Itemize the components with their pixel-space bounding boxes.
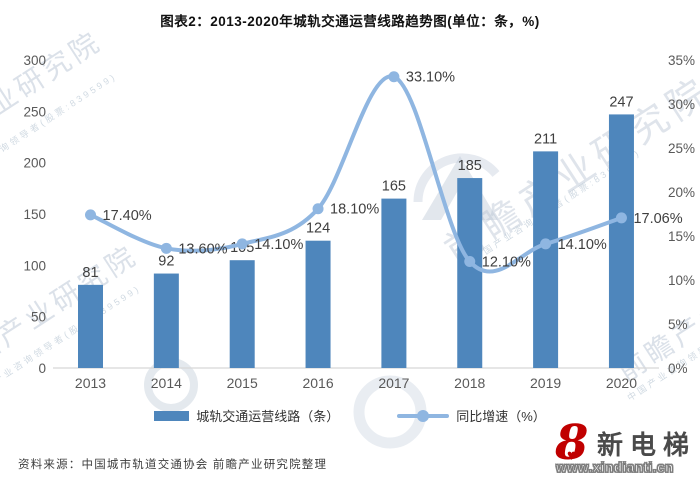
- right-axis-tick: 15%: [668, 229, 695, 244]
- line-value-label: 18.10%: [330, 202, 379, 218]
- x-axis-label: 2015: [227, 375, 258, 391]
- line-point: [464, 256, 476, 268]
- bar: [305, 240, 331, 368]
- line-value-label: 12.10%: [482, 255, 531, 271]
- legend-item-line: 同比增速（%）: [397, 406, 546, 425]
- bar-value-label: 81: [82, 265, 98, 281]
- bar: [457, 178, 483, 368]
- x-axis-label: 2014: [151, 375, 182, 391]
- bar-value-label: 185: [458, 158, 482, 174]
- bar-value-label: 92: [158, 254, 174, 270]
- chart-canvas: 0 50 100 150 200 250 300 0% 5% 10% 15% 20% 25% 30% 35%…: [23, 53, 695, 391]
- line-point: [312, 203, 324, 215]
- line-series-swatch-icon: [397, 409, 450, 422]
- line-series: 17.40% 13.60% 14.10% 18.10% 33.10% 12.10% 14.1…: [85, 70, 683, 274]
- bar: [381, 198, 407, 368]
- line-point: [160, 242, 172, 254]
- brand-name: 新电梯: [597, 430, 697, 460]
- line-point: [615, 212, 627, 224]
- source-note: 资料来源：中国城市轨道交通协会 前瞻产业研究院整理: [18, 459, 328, 471]
- left-axis-tick: 100: [23, 258, 46, 273]
- legend-line-label: 同比增速（%）: [456, 409, 546, 424]
- bar: [229, 260, 255, 368]
- legend-bar-label: 城轨交通运营线路（条）: [196, 409, 340, 424]
- brand-mark-icon: 8: [555, 415, 589, 471]
- left-axis-tick: 300: [23, 53, 46, 68]
- right-axis-tick: 20%: [668, 185, 695, 200]
- line-value-label: 17.40%: [103, 208, 152, 224]
- line-point: [540, 238, 552, 250]
- line-value-label: 33.10%: [406, 70, 455, 86]
- x-axis-label: 2016: [302, 375, 333, 391]
- bar-value-label: 124: [306, 221, 330, 237]
- left-axis-tick: 250: [23, 104, 46, 119]
- heart-icon: ♥: [567, 447, 576, 464]
- line-value-label: 17.06%: [633, 211, 682, 227]
- brand-logo: 8 ♥ 新电梯 www.xindianti.cn: [553, 419, 700, 483]
- right-axis-tick: 10%: [668, 273, 695, 288]
- x-axis-label: 2020: [606, 375, 637, 391]
- left-axis-tick: 150: [23, 207, 46, 222]
- bar-value-label: 211: [534, 131, 557, 147]
- chart-title: 图表2：2013-2020年城轨交通运营线路趋势图(单位：条，%): [160, 14, 540, 29]
- bar-value-label: 247: [609, 94, 633, 110]
- bar-series-swatch-icon: [154, 410, 190, 421]
- right-axis-tick: 0%: [668, 361, 688, 376]
- bar: [78, 284, 103, 368]
- x-axis-label: 2018: [454, 375, 485, 391]
- x-axis-label: 2013: [75, 375, 106, 391]
- line-point: [388, 71, 400, 83]
- chart-legend: 城轨交通运营线路（条） 同比增速（%）: [0, 406, 700, 425]
- right-axis-tick: 5%: [668, 317, 688, 332]
- legend-item-bar: 城轨交通运营线路（条）: [154, 406, 339, 425]
- bar: [533, 151, 559, 368]
- line-point: [85, 209, 96, 221]
- line-point: [236, 238, 248, 250]
- growth-line: [88, 74, 624, 274]
- right-axis-tick: 35%: [668, 53, 695, 68]
- bar-value-label: 165: [382, 179, 406, 195]
- left-axis-tick: 200: [23, 156, 46, 171]
- bar: [608, 114, 634, 368]
- line-value-label: 14.10%: [558, 237, 607, 253]
- brand-url: www.xindianti.cn: [556, 460, 674, 476]
- x-axis-label: 2019: [530, 375, 561, 391]
- right-axis-tick: 30%: [668, 97, 695, 112]
- left-axis-tick: 50: [31, 310, 46, 325]
- right-axis-tick: 25%: [668, 141, 695, 156]
- line-value-label: 13.60%: [178, 241, 227, 257]
- x-axis-label: 2017: [378, 375, 409, 391]
- line-value-label: 14.10%: [254, 237, 303, 253]
- bar-series: 8192105124165185211247: [78, 94, 634, 368]
- bar: [153, 273, 179, 368]
- left-axis-tick: 0: [38, 361, 46, 376]
